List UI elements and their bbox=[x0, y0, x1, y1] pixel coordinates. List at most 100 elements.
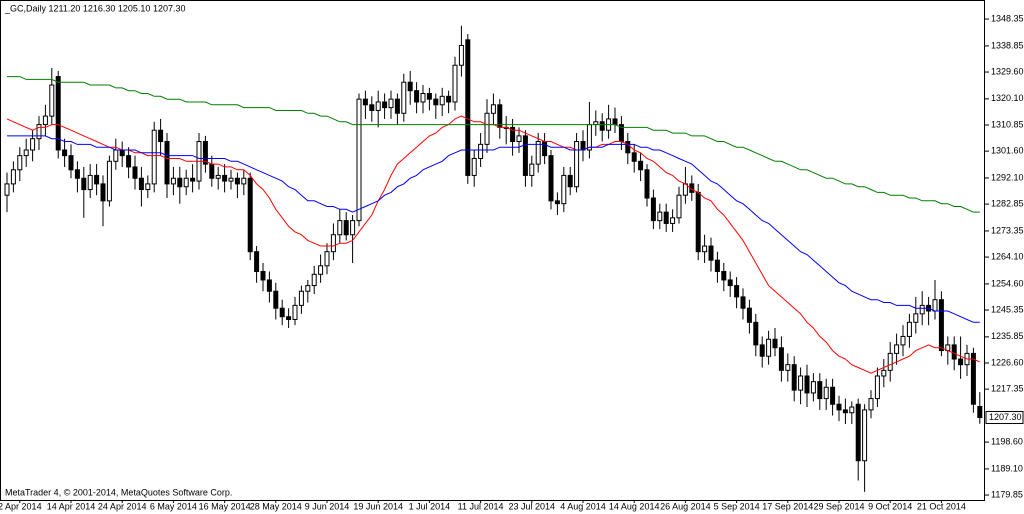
candle-body bbox=[817, 381, 823, 400]
candle-body bbox=[657, 211, 663, 222]
y-tick-label: 1329.60 bbox=[991, 66, 1024, 76]
candle-body bbox=[62, 149, 68, 157]
candle-body bbox=[714, 259, 720, 272]
candle-body bbox=[644, 169, 650, 199]
y-tick-label: 1282.85 bbox=[991, 198, 1024, 208]
candle-body bbox=[158, 129, 164, 143]
x-tick-label: 23 Jul 2014 bbox=[509, 501, 556, 511]
candle-body bbox=[234, 177, 240, 185]
candle-body bbox=[298, 290, 304, 306]
candle-body bbox=[420, 93, 426, 103]
candle-body bbox=[407, 81, 413, 92]
candle-body bbox=[17, 155, 23, 171]
candle-body bbox=[311, 273, 317, 287]
y-tick-label: 1226.60 bbox=[991, 357, 1024, 367]
candle-body bbox=[510, 126, 516, 143]
candle-body bbox=[222, 174, 228, 182]
candle-body bbox=[266, 279, 272, 292]
candle-body bbox=[906, 321, 912, 337]
plot bbox=[4, 25, 983, 492]
candle-body bbox=[382, 101, 388, 109]
candle-body bbox=[119, 149, 125, 157]
candle-body bbox=[887, 352, 893, 371]
candle-body bbox=[183, 177, 189, 188]
candle-body bbox=[330, 234, 336, 253]
candle-body bbox=[734, 285, 740, 298]
y-tick-label: 1254.60 bbox=[991, 278, 1024, 288]
y-tick-label: 1338.85 bbox=[991, 40, 1024, 50]
candle-body bbox=[209, 163, 215, 179]
x-tick-label: 16 May 2014 bbox=[199, 501, 251, 511]
candle-body bbox=[695, 191, 701, 253]
candle-body bbox=[676, 194, 682, 219]
x-tick-label: 28 May 2014 bbox=[250, 501, 302, 511]
candle-body bbox=[561, 174, 567, 205]
footer: MetaTrader 4, © 2001-2014, MetaQuotes So… bbox=[5, 487, 232, 497]
candle-body bbox=[862, 409, 868, 462]
candle-body bbox=[151, 129, 157, 185]
candle-body bbox=[804, 375, 810, 394]
candle-body bbox=[913, 313, 919, 323]
y-tick-label: 1348.35 bbox=[991, 13, 1024, 23]
x-tick-label: 2 Apr 2014 bbox=[0, 501, 42, 511]
candle-body bbox=[810, 381, 816, 394]
x-tick-label: 5 Sep 2014 bbox=[714, 501, 760, 511]
candle-body bbox=[586, 124, 592, 151]
candle-body bbox=[132, 166, 138, 179]
candle-body bbox=[87, 174, 93, 191]
candle-body bbox=[746, 307, 752, 323]
candle-body bbox=[823, 386, 829, 400]
candle-body bbox=[951, 344, 957, 360]
plot-frame bbox=[0, 0, 985, 501]
candle-body bbox=[894, 344, 900, 354]
candle-body bbox=[292, 304, 298, 320]
candle-body bbox=[759, 344, 765, 357]
candle-body bbox=[522, 135, 528, 176]
candle-body bbox=[36, 124, 42, 140]
x-tick-label: 14 Apr 2014 bbox=[47, 501, 96, 511]
candle-body bbox=[23, 149, 29, 157]
x-tick-label: 9 Oct 2014 bbox=[868, 501, 912, 511]
candle-body bbox=[567, 174, 573, 188]
candle-body bbox=[631, 152, 637, 162]
candle-body bbox=[484, 112, 490, 145]
y-tick-label: 1189.10 bbox=[991, 463, 1023, 473]
candle-body bbox=[401, 81, 407, 114]
candle-body bbox=[177, 177, 183, 188]
candle-body bbox=[772, 338, 778, 349]
candle-body bbox=[849, 406, 855, 414]
y-tick-label: 1320.10 bbox=[991, 93, 1024, 103]
x-tick-label: 6 May 2014 bbox=[150, 501, 197, 511]
candle-body bbox=[497, 104, 503, 128]
last-price-label: 1207.30 bbox=[989, 412, 1022, 422]
candle-body bbox=[68, 155, 74, 171]
candle-body bbox=[785, 364, 791, 371]
candle-body bbox=[426, 93, 432, 100]
candle-body bbox=[42, 115, 48, 126]
candle-body bbox=[753, 321, 759, 346]
candle-body bbox=[369, 104, 375, 111]
y-tick-label: 1179.85 bbox=[991, 489, 1023, 499]
candle-body bbox=[439, 95, 445, 106]
candle-body bbox=[247, 177, 253, 253]
candle-body bbox=[394, 98, 400, 114]
candle-body bbox=[625, 141, 631, 154]
candle-body bbox=[337, 220, 343, 236]
candle-body bbox=[542, 141, 548, 157]
x-tick-label: 4 Aug 2014 bbox=[560, 501, 606, 511]
candle-body bbox=[574, 141, 580, 188]
candle-body bbox=[881, 369, 887, 377]
candle-body bbox=[94, 174, 100, 185]
candle-body bbox=[740, 296, 746, 309]
y-tick-label: 1235.85 bbox=[991, 331, 1024, 341]
candle-body bbox=[30, 138, 36, 151]
candle-body bbox=[106, 160, 112, 202]
candle-body bbox=[113, 149, 119, 162]
x-tick-label: 11 Jul 2014 bbox=[458, 501, 504, 511]
candle-body bbox=[260, 270, 266, 281]
candle-body bbox=[452, 64, 458, 103]
candle-body bbox=[938, 299, 944, 352]
candle-body bbox=[868, 398, 874, 411]
candle-body bbox=[318, 265, 324, 275]
